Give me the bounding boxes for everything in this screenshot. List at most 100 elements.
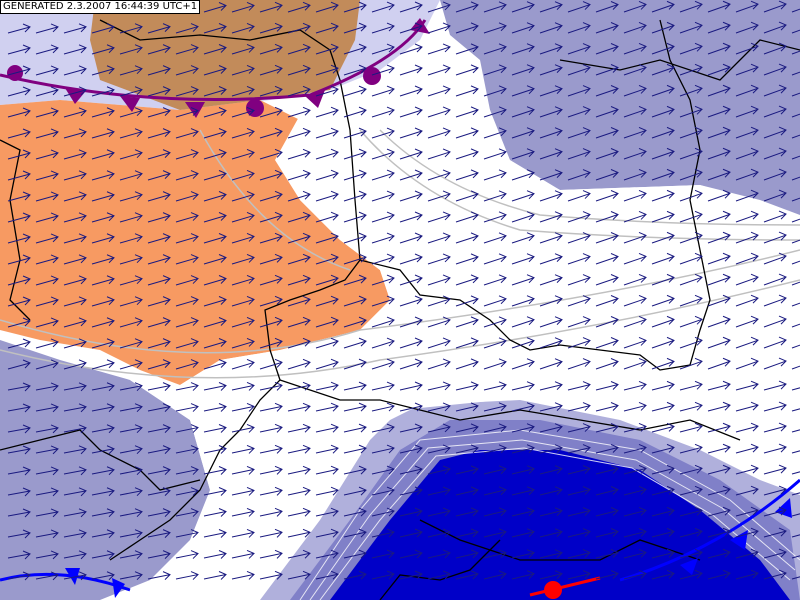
wind-arrow xyxy=(371,253,395,265)
wind-arrow xyxy=(287,549,311,559)
wind-arrow xyxy=(679,294,703,307)
wind-arrow xyxy=(63,466,87,476)
wind-arrow xyxy=(595,148,619,160)
wind-arrow xyxy=(623,210,647,223)
wind-arrow xyxy=(763,506,787,517)
wind-arrow xyxy=(455,127,479,139)
wind-arrow xyxy=(231,358,255,370)
wind-arrow xyxy=(651,273,675,286)
wind-arrow xyxy=(763,168,787,181)
wind-arrow xyxy=(567,43,591,55)
wind-arrow xyxy=(483,423,507,433)
wind-arrow xyxy=(651,63,675,76)
wind-arrow xyxy=(371,358,395,370)
wind-arrow xyxy=(651,315,675,328)
wind-arrow xyxy=(455,549,479,559)
wind-arrow xyxy=(427,148,451,160)
wind-arrow xyxy=(539,337,563,349)
wind-arrow xyxy=(7,128,31,139)
wind-arrow xyxy=(175,233,199,244)
wind-arrow xyxy=(511,444,535,454)
wind-arrow xyxy=(623,357,647,370)
wind-arrow xyxy=(371,64,395,76)
wind-arrow xyxy=(455,148,479,160)
wind-arrow xyxy=(203,445,227,454)
wind-arrow xyxy=(259,295,283,307)
wind-arrow xyxy=(63,23,87,34)
wind-arrow xyxy=(623,273,647,286)
wind-arrow xyxy=(735,252,759,265)
wind-arrow xyxy=(147,107,171,118)
wind-arrow xyxy=(119,317,143,328)
wind-arrow xyxy=(595,486,619,496)
wind-arrow xyxy=(511,402,535,412)
wind-arrow xyxy=(763,105,787,118)
wind-arrow xyxy=(119,466,143,476)
wind-arrow xyxy=(7,508,31,518)
wind-arrow xyxy=(539,295,563,307)
wind-arrow xyxy=(231,22,255,34)
wind-arrow xyxy=(315,148,339,160)
wind-arrow xyxy=(679,21,703,34)
wind-arrow xyxy=(539,64,563,76)
wind-arrow xyxy=(483,274,507,286)
wind-arrow xyxy=(147,23,171,34)
wind-arrow xyxy=(427,444,451,454)
wind-arrow xyxy=(203,107,227,118)
wind-arrow xyxy=(455,402,479,412)
wind-arrow xyxy=(679,168,703,181)
wind-arrow xyxy=(231,316,255,328)
wind-arrow xyxy=(259,381,283,391)
wind-arrow xyxy=(287,148,311,160)
wind-arrow xyxy=(567,549,591,559)
wind-arrow xyxy=(539,528,563,538)
wind-arrow xyxy=(91,487,115,497)
wind-arrow xyxy=(147,191,171,202)
wind-arrow xyxy=(119,65,143,76)
wind-arrow xyxy=(91,107,115,118)
wind-arrow xyxy=(707,527,731,538)
wind-arrow xyxy=(231,106,255,118)
wind-arrow xyxy=(483,253,507,265)
wind-arrow xyxy=(259,423,283,433)
wind-arrow xyxy=(539,190,563,202)
wind-arrow xyxy=(483,486,507,496)
wind-arrow xyxy=(7,44,31,55)
wind-arrow xyxy=(371,1,395,13)
wind-arrow xyxy=(7,445,31,455)
wind-arrow xyxy=(735,273,759,286)
wind-arrow xyxy=(231,381,255,391)
wind-arrow xyxy=(539,486,563,496)
wind-arrow xyxy=(539,43,563,55)
wind-arrow xyxy=(343,316,367,328)
wind-arrow xyxy=(595,402,619,412)
wind-arrow xyxy=(567,22,591,34)
wind-arrow xyxy=(763,252,787,265)
wind-arrow xyxy=(427,232,451,244)
wind-arrow xyxy=(343,169,367,181)
wind-arrow xyxy=(7,254,31,265)
wind-arrow xyxy=(7,107,31,118)
wind-arrow xyxy=(707,380,731,391)
wind-arrow xyxy=(595,507,619,517)
wind-arrow xyxy=(707,84,731,97)
wind-arrow xyxy=(147,529,171,538)
wind-arrow xyxy=(175,254,199,265)
wind-arrow xyxy=(259,169,283,181)
wind-arrow xyxy=(763,273,787,286)
wind-arrow xyxy=(147,254,171,265)
wind-arrow xyxy=(343,232,367,244)
wind-arrow xyxy=(231,1,255,13)
wind-arrow xyxy=(91,359,115,370)
wind-arrow xyxy=(707,231,731,244)
wind-arrow xyxy=(343,1,367,13)
wind-arrow xyxy=(763,210,787,223)
wind-arrow xyxy=(147,338,171,349)
wind-arrow xyxy=(119,403,143,413)
wind-arrow xyxy=(763,21,787,34)
wind-arrow xyxy=(91,212,115,223)
wind-arrow xyxy=(35,44,59,55)
wind-arrow xyxy=(343,127,367,139)
wind-arrow xyxy=(707,252,731,265)
wind-arrow xyxy=(623,336,647,349)
